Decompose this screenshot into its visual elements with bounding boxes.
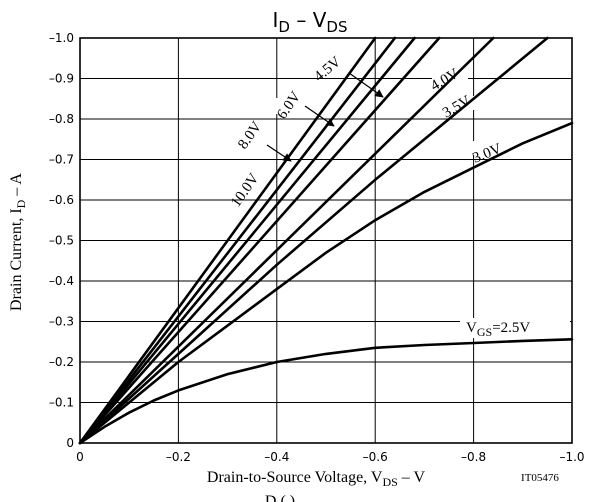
x-tick-label: 0 [76, 450, 84, 464]
y-tick-label: –0.6 [49, 193, 74, 207]
label-backing [460, 318, 570, 338]
tick-labels: 0 –0.2 –0.4 –0.6 –0.8 –1.0 0 –0.1 –0.2 –0.3 –0.4 –0… [49, 31, 585, 464]
label-backing [301, 58, 345, 74]
label-backing [226, 140, 266, 156]
curves [78, 36, 574, 445]
x-tick-label: –0.2 [166, 450, 191, 464]
curve-8-0v [78, 36, 397, 445]
label-backing [432, 70, 468, 84]
footer-partial-text: D ( ) [265, 493, 295, 502]
y-tick-label: 0 [66, 436, 74, 450]
chart-title: ID – VDS [273, 8, 348, 36]
y-tick-label: –0.8 [49, 112, 74, 126]
curve-6-0v [78, 36, 416, 445]
curve-label-vgs: VGS=2.5V [466, 320, 530, 339]
curve-3-0v [78, 121, 574, 445]
x-tick-label: –1.0 [559, 450, 584, 464]
x-axis-title: Drain-to-Source Voltage, VDS – V [207, 469, 426, 489]
y-tick-label: –0.4 [49, 274, 74, 288]
curve-labels: 10.0V 8.0V 6.0V 4.5V 4.0V 3.5V 3.0V VGS=… [228, 54, 530, 339]
curve-4-5v [78, 36, 441, 445]
curve-label-10v: 10.0V [228, 171, 262, 211]
y-tick-label: –0.5 [49, 234, 74, 248]
y-tick-label: –1.0 [49, 31, 74, 45]
curve-4-0v [78, 36, 495, 445]
y-tick-label: –0.7 [49, 153, 74, 167]
y-axis-title: Drain Current, ID – A [8, 173, 28, 311]
figure-code: IT05476 [521, 472, 559, 484]
label-arrow [266, 144, 292, 162]
label-arrows [266, 72, 384, 162]
label-backing [265, 98, 315, 114]
y-tick-label: –0.9 [49, 72, 74, 86]
curve-3-5v [78, 36, 549, 445]
label-backing [470, 141, 506, 155]
plot-frame [79, 37, 573, 444]
x-tick-label: –0.8 [461, 450, 486, 464]
x-tick-label: –0.6 [363, 450, 388, 464]
label-arrow [304, 105, 335, 127]
curve-vgs-2-5v [78, 337, 574, 445]
label-arrow [348, 72, 384, 98]
y-tick-label: –0.1 [49, 396, 74, 410]
curve-10-0v [78, 36, 377, 445]
x-tick-label: –0.4 [264, 450, 289, 464]
y-tick-label: –0.2 [49, 355, 74, 369]
y-tick-label: –0.3 [49, 315, 74, 329]
